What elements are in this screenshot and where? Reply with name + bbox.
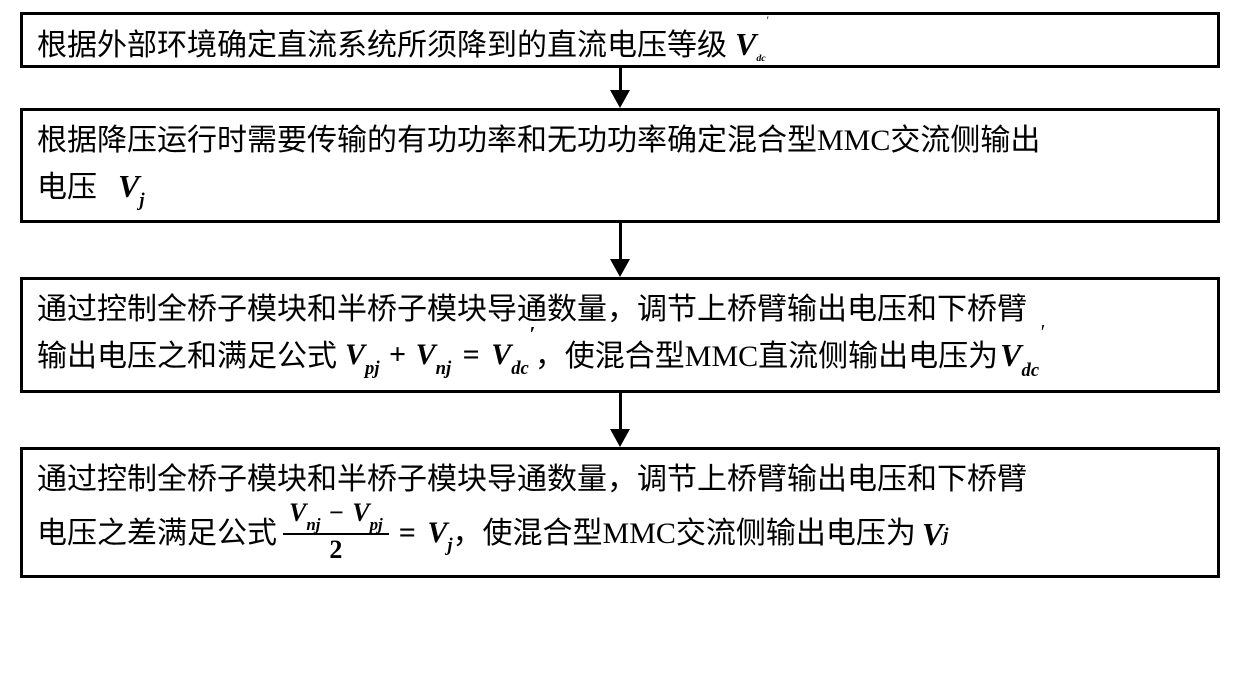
step-2-prefix: 电压 xyxy=(37,171,97,204)
step-1-text: 根据外部环境确定直流系统所须降到的直流电压等级 xyxy=(37,29,727,62)
f4-n2-sub: pj xyxy=(370,515,383,534)
frac-num: Vnj − Vpj xyxy=(283,499,389,532)
var-V: V xyxy=(735,26,756,62)
step-3-formula: Vpj + Vnj = Vdc′ xyxy=(345,333,529,380)
f3-t2-V: V xyxy=(416,338,436,371)
step-4-box: 通过控制全桥子模块和半桥子模块导通数量，调节上桥臂输出电压和下桥臂 电压之差满足… xyxy=(20,447,1220,578)
arrow-3 xyxy=(20,393,1220,447)
arrow-1 xyxy=(20,68,1220,108)
f4-rhs-V: V xyxy=(427,516,447,549)
var-prime: ′ xyxy=(767,13,769,29)
step-2-var-V: V xyxy=(118,168,139,204)
flowchart-root: 根据外部环境确定直流系统所须降到的直流电压等级 Vdc′ 根据降压运行时需要传输… xyxy=(20,12,1220,578)
f3-rhs-V: V xyxy=(491,338,511,371)
s3-end-sub: dc xyxy=(1022,360,1040,381)
step-2-line1: 根据降压运行时需要传输的有功功率和无功功率确定混合型MMC交流侧输出 xyxy=(37,119,1203,163)
arrow-2 xyxy=(20,223,1220,277)
f4-eq: = xyxy=(395,516,420,549)
f4-n1-sub: nj xyxy=(306,515,320,534)
s3-end-V: V xyxy=(1000,337,1021,373)
f3-rhs: Vdc′ xyxy=(491,333,529,380)
step-3-endvar: Vdc′ xyxy=(1000,332,1039,382)
step-3-box: 通过控制全桥子模块和半桥子模块导通数量，调节上桥臂输出电压和下桥臂 输出电压之和… xyxy=(20,277,1220,392)
step-3-prefix: 输出电压之和满足公式 xyxy=(37,335,337,379)
f3-t2-sub: nj xyxy=(436,358,452,379)
step-3-line2: 输出电压之和满足公式 Vpj + Vnj = Vdc′ ，使混合型MMC直流侧输… xyxy=(37,332,1203,382)
f4-minus: − xyxy=(327,498,346,527)
f4-n1-V: V xyxy=(289,498,306,527)
f3-t1-V: V xyxy=(345,338,365,371)
f3-plus: + xyxy=(387,338,408,371)
s3-end-prime: ′ xyxy=(1041,317,1046,347)
frac-den: 2 xyxy=(283,536,389,565)
step-4-prefix: 电压之差满足公式 xyxy=(37,512,277,556)
s4-end-V: V xyxy=(922,511,943,557)
step-2-box: 根据降压运行时需要传输的有功功率和无功功率确定混合型MMC交流侧输出 电压 Vj xyxy=(20,108,1220,223)
f4-n2-V: V xyxy=(352,498,369,527)
step-2-line2: 电压 Vj xyxy=(37,163,1203,213)
step-4-line1: 通过控制全桥子模块和半桥子模块导通数量，调节上桥臂输出电压和下桥臂 xyxy=(37,458,1203,502)
s4-end-sub: j xyxy=(943,523,948,550)
f3-eq: = xyxy=(459,338,484,371)
step-4-formula-rhs: = Vj xyxy=(395,511,453,558)
f4-rhs-sub: j xyxy=(447,535,452,556)
step-1-var: Vdc′ xyxy=(735,21,766,67)
step-3-suffix: ，使混合型MMC直流侧输出电压为 xyxy=(535,335,998,379)
step-1-box: 根据外部环境确定直流系统所须降到的直流电压等级 Vdc′ xyxy=(20,12,1220,68)
step-3-line1: 通过控制全桥子模块和半桥子模块导通数量，调节上桥臂输出电压和下桥臂 xyxy=(37,288,1203,332)
step-4-line2: 电压之差满足公式 Vnj − Vpj 2 = Vj ，使混合型MMC交流侧输出电… xyxy=(37,501,1203,566)
step-2-var-sub: j xyxy=(139,190,144,211)
var-sub-dc: dc xyxy=(756,53,765,64)
step-4-suffix: ，使混合型MMC交流侧输出电压为 xyxy=(453,512,916,556)
step-4-fraction: Vnj − Vpj 2 xyxy=(283,499,389,564)
f3-t1-sub: pj xyxy=(365,358,379,379)
f3-rhs-prime: ′ xyxy=(529,319,535,349)
f3-rhs-sub: dc xyxy=(511,358,529,379)
